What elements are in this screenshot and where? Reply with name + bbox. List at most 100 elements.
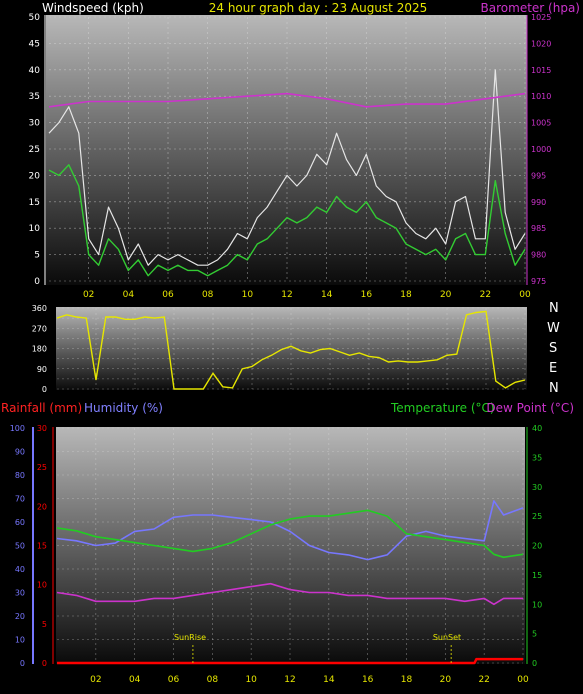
baro-y-tick-label: 980 bbox=[531, 251, 546, 260]
graph-title: 24 hour graph day : 23 August 2025 bbox=[209, 1, 428, 15]
dir-y-tick-label: 360 bbox=[32, 304, 47, 313]
sunrise-label: SunRise bbox=[174, 633, 206, 642]
temp-y-tick-label: 35 bbox=[532, 453, 542, 462]
rain-y-tick-label: 30 bbox=[37, 424, 47, 433]
legend-temperature: Temperature (°C) bbox=[390, 401, 495, 415]
baro-y-tick-label: 1020 bbox=[531, 39, 551, 48]
sunset-label: SunSet bbox=[433, 633, 461, 642]
legend-dewpoint: Dew Point (°C) bbox=[486, 401, 574, 415]
humidity-y-tick-label: 100 bbox=[10, 424, 25, 433]
wind-y-tick-label: 5 bbox=[34, 251, 40, 261]
clim-x-tick-label: 12 bbox=[284, 675, 295, 685]
wind-x-tick-label: 02 bbox=[83, 290, 94, 300]
legend-rainfall: Rainfall (mm) bbox=[1, 401, 82, 415]
rain-y-tick-label: 0 bbox=[42, 659, 47, 668]
clim-x-tick-label: 06 bbox=[168, 675, 180, 685]
direction-line bbox=[56, 310, 526, 390]
humidity-y-tick-label: 50 bbox=[15, 542, 25, 551]
temp-y-tick-label: 15 bbox=[532, 571, 542, 580]
dir-y-tick-label: 180 bbox=[32, 345, 47, 354]
wind-y-tick-label: 45 bbox=[29, 39, 40, 49]
barometer-axis-title: Barometer (hpa) bbox=[481, 1, 580, 15]
temp-y-tick-label: 40 bbox=[532, 424, 542, 433]
wind-x-tick-label: 04 bbox=[123, 290, 135, 300]
clim-x-tick-label: 02 bbox=[90, 675, 101, 685]
wind-y-tick-label: 35 bbox=[29, 92, 40, 102]
rain-y-tick-label: 15 bbox=[37, 542, 47, 551]
wind-x-tick-label: 08 bbox=[202, 290, 214, 300]
baro-y-tick-label: 1005 bbox=[531, 119, 551, 128]
rainfall-line bbox=[57, 657, 523, 665]
clim-x-tick-label: 08 bbox=[207, 675, 219, 685]
wind-x-tick-label: 20 bbox=[440, 290, 452, 300]
baro-y-tick-label: 975 bbox=[531, 277, 546, 286]
clim-x-tick-label: 14 bbox=[323, 675, 335, 685]
temp-y-tick-label: 10 bbox=[532, 600, 542, 609]
baro-y-tick-label: 985 bbox=[531, 224, 546, 233]
baro-y-tick-label: 1000 bbox=[531, 145, 551, 154]
wind-x-tick-label: 12 bbox=[281, 290, 292, 300]
clim-x-tick-label: 10 bbox=[245, 675, 257, 685]
rain-y-tick-label: 20 bbox=[37, 502, 47, 511]
temp-y-tick-label: 0 bbox=[532, 659, 537, 668]
wind-x-tick-label: 10 bbox=[242, 290, 254, 300]
temp-y-tick-label: 25 bbox=[532, 512, 542, 521]
baro-y-tick-label: 995 bbox=[531, 171, 546, 180]
compass-w: W bbox=[547, 321, 560, 336]
wind-gust-line bbox=[48, 69, 526, 266]
humidity-line bbox=[56, 500, 524, 561]
humidity-y-tick-label: 0 bbox=[20, 659, 25, 668]
rain-y-tick-label: 5 bbox=[42, 620, 47, 629]
wind-x-tick-label: 16 bbox=[361, 290, 373, 300]
wind-y-tick-label: 15 bbox=[29, 198, 40, 208]
humidity-y-tick-label: 70 bbox=[15, 495, 25, 504]
barometer-line bbox=[48, 92, 526, 108]
clim-x-tick-label: 04 bbox=[129, 675, 141, 685]
wind-y-tick-label: 0 bbox=[34, 277, 40, 287]
compass-n-bottom: N bbox=[549, 381, 559, 396]
humidity-y-tick-label: 10 bbox=[15, 636, 25, 645]
compass-e: E bbox=[549, 361, 557, 376]
wind-x-tick-label: 00 bbox=[519, 290, 531, 300]
wind-y-tick-label: 25 bbox=[29, 145, 40, 155]
baro-y-tick-label: 990 bbox=[531, 198, 546, 207]
humidity-y-tick-label: 20 bbox=[15, 612, 25, 621]
clim-x-tick-label: 22 bbox=[478, 675, 489, 685]
rain-y-tick-label: 25 bbox=[37, 463, 47, 472]
wind-y-tick-label: 40 bbox=[29, 66, 41, 76]
clim-x-tick-label: 20 bbox=[440, 675, 452, 685]
dir-y-tick-label: 90 bbox=[37, 365, 47, 374]
dir-y-tick-label: 0 bbox=[42, 385, 47, 394]
temp-y-tick-label: 5 bbox=[532, 630, 537, 639]
windspeed-line bbox=[48, 164, 526, 277]
baro-y-tick-label: 1025 bbox=[531, 13, 551, 22]
wind-y-tick-label: 50 bbox=[29, 13, 41, 23]
temp-y-tick-label: 30 bbox=[532, 483, 542, 492]
compass-n-top: N bbox=[549, 301, 559, 316]
humidity-y-tick-label: 30 bbox=[15, 589, 25, 598]
wind-panel bbox=[46, 15, 527, 285]
temperature-line bbox=[56, 509, 524, 559]
humidity-y-tick-label: 40 bbox=[15, 565, 25, 574]
wind-y-tick-label: 10 bbox=[29, 224, 41, 234]
wind-x-tick-label: 22 bbox=[480, 290, 491, 300]
baro-y-tick-label: 1010 bbox=[531, 92, 551, 101]
windspeed-axis-title: Windspeed (kph) bbox=[42, 1, 144, 15]
dewpoint-line bbox=[56, 582, 523, 606]
baro-y-tick-label: 1015 bbox=[531, 66, 551, 75]
humidity-y-tick-label: 90 bbox=[15, 448, 25, 457]
wind-x-tick-label: 18 bbox=[400, 290, 412, 300]
wind-y-tick-label: 20 bbox=[29, 171, 41, 181]
wind-x-tick-label: 14 bbox=[321, 290, 333, 300]
wind-x-tick-label: 06 bbox=[162, 290, 174, 300]
humidity-y-tick-label: 60 bbox=[15, 518, 25, 527]
wind-y-tick-label: 30 bbox=[29, 119, 41, 129]
compass-s: S bbox=[549, 341, 557, 356]
clim-x-tick-label: 16 bbox=[362, 675, 374, 685]
humidity-y-tick-label: 80 bbox=[15, 471, 25, 480]
clim-x-tick-label: 18 bbox=[401, 675, 413, 685]
clim-x-tick-label: 00 bbox=[517, 675, 529, 685]
rain-y-tick-label: 10 bbox=[37, 581, 47, 590]
climate-panel bbox=[56, 427, 525, 664]
